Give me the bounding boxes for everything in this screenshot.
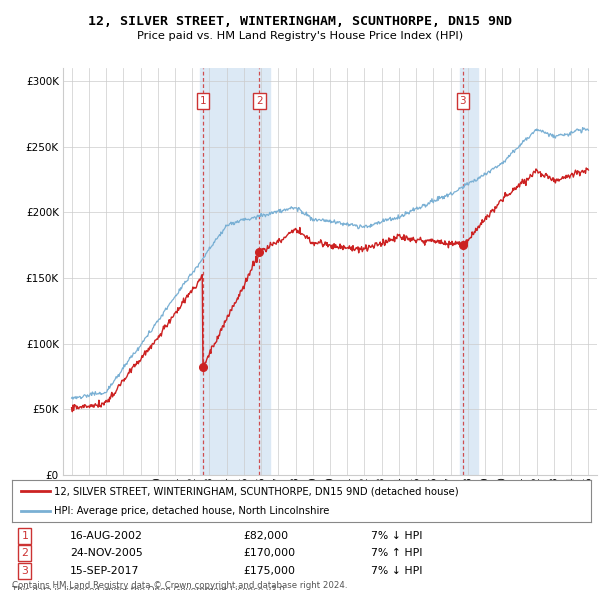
Text: Contains HM Land Registry data © Crown copyright and database right 2024.: Contains HM Land Registry data © Crown c… (12, 581, 347, 589)
Text: £170,000: £170,000 (244, 548, 296, 558)
Text: 15-SEP-2017: 15-SEP-2017 (70, 566, 139, 576)
Text: 2: 2 (256, 96, 263, 106)
Text: 1: 1 (22, 531, 28, 540)
Text: 12, SILVER STREET, WINTERINGHAM, SCUNTHORPE, DN15 9ND (detached house): 12, SILVER STREET, WINTERINGHAM, SCUNTHO… (53, 486, 458, 496)
Text: 12, SILVER STREET, WINTERINGHAM, SCUNTHORPE, DN15 9ND: 12, SILVER STREET, WINTERINGHAM, SCUNTHO… (88, 15, 512, 28)
Text: 7% ↓ HPI: 7% ↓ HPI (371, 566, 422, 576)
Text: HPI: Average price, detached house, North Lincolnshire: HPI: Average price, detached house, Nort… (53, 506, 329, 516)
Text: 2: 2 (22, 548, 28, 558)
Text: £82,000: £82,000 (244, 531, 289, 540)
Text: This data is licensed under the Open Government Licence v3.0.: This data is licensed under the Open Gov… (12, 586, 287, 590)
Text: Price paid vs. HM Land Registry's House Price Index (HPI): Price paid vs. HM Land Registry's House … (137, 31, 463, 41)
Text: 7% ↓ HPI: 7% ↓ HPI (371, 531, 422, 540)
Text: 16-AUG-2002: 16-AUG-2002 (70, 531, 143, 540)
Text: 3: 3 (460, 96, 466, 106)
Text: 1: 1 (200, 96, 206, 106)
Text: 24-NOV-2005: 24-NOV-2005 (70, 548, 143, 558)
Bar (200, 68, 270, 475)
Text: 3: 3 (22, 566, 28, 576)
Text: £175,000: £175,000 (244, 566, 296, 576)
Text: 7% ↑ HPI: 7% ↑ HPI (371, 548, 422, 558)
Bar (460, 68, 478, 475)
